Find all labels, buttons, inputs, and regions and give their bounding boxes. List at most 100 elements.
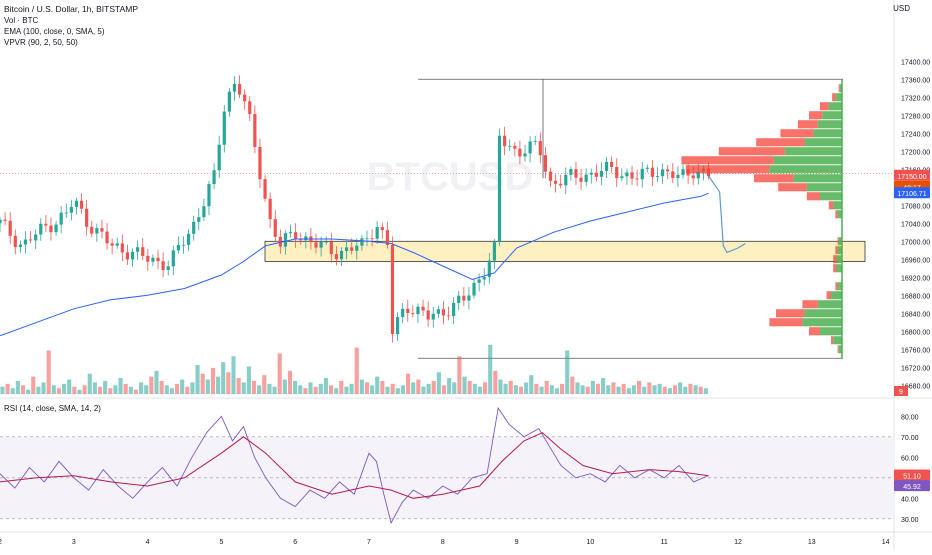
candle-body: [74, 200, 79, 207]
volume-bar: [549, 385, 554, 394]
volume-bar: [380, 380, 385, 394]
candle-body: [141, 247, 145, 256]
volume-bar: [375, 376, 380, 394]
candle-body: [436, 309, 440, 314]
volume-bar: [513, 385, 518, 394]
volume-bar: [15, 380, 20, 394]
volume-bar: [144, 385, 149, 394]
candle-body: [237, 83, 242, 95]
price-tick-label: 16800.00: [901, 329, 930, 336]
volume-bar: [626, 388, 631, 394]
candle-body: [299, 238, 303, 241]
candle-body: [523, 153, 527, 157]
candle-body: [186, 233, 191, 245]
candle-body: [146, 255, 150, 262]
candle-body: [85, 208, 89, 227]
volume-bar: [293, 380, 298, 394]
volume-bar: [123, 383, 128, 394]
volume-bar: [180, 379, 185, 394]
candle-body: [334, 254, 339, 260]
time-tick-label: 12: [734, 539, 742, 546]
candle-body: [258, 146, 262, 180]
volume-bar: [128, 386, 133, 394]
candle-body: [13, 235, 17, 248]
price-tick-label: 16680.00: [901, 383, 930, 390]
candle-body: [49, 225, 53, 233]
vpvr-down-bar: [754, 174, 794, 183]
volume-bar: [462, 376, 467, 394]
volume-bar: [31, 376, 36, 394]
candle-body: [640, 168, 644, 180]
candle-body: [625, 172, 629, 177]
vpvr-up-bar: [804, 309, 842, 318]
vpvr-up-bar: [804, 138, 842, 147]
candle-body: [421, 306, 425, 311]
volume-bar: [657, 383, 662, 394]
candle-body: [574, 169, 578, 178]
candle-body: [268, 198, 272, 220]
volume-value-badge: 9: [899, 389, 903, 396]
vpvr-down-bar: [833, 255, 837, 264]
vpvr-up-bar: [831, 291, 842, 300]
candle-body: [90, 226, 94, 234]
volume-bar: [416, 379, 421, 394]
candle-body: [533, 141, 537, 142]
vpvr-down-bar: [831, 336, 834, 345]
volume-bar: [149, 376, 154, 394]
vpvr-up-bar: [839, 84, 842, 93]
volume-bar: [560, 383, 565, 394]
volume-bar: [616, 386, 621, 394]
candle-body: [390, 244, 395, 335]
rsi-legend[interactable]: RSI (14, close, SMA, 14, 2): [4, 404, 101, 413]
volume-bar: [518, 386, 524, 394]
volume-legend[interactable]: Vol · BTC: [4, 16, 39, 25]
volume-bar: [565, 350, 570, 394]
candle-body: [599, 170, 604, 177]
volume-bar: [647, 382, 652, 394]
candle-body: [192, 221, 196, 234]
volume-bar: [400, 385, 405, 394]
projection-path: [708, 175, 746, 254]
price-tick-label: 17040.00: [901, 221, 930, 228]
price-tick-label: 17000.00: [901, 239, 930, 246]
vpvr-legend[interactable]: VPVR (90, 2, 50, 50): [4, 38, 78, 47]
chart-title[interactable]: Bitcoin / U.S. Dollar, 1h, BITSTAMP: [4, 4, 138, 14]
ema-line: [0, 192, 709, 337]
candle-body: [661, 169, 665, 177]
volume-bar: [159, 380, 164, 394]
candle-body: [263, 179, 267, 199]
rsi-tick-label: 70.00: [901, 435, 919, 442]
vpvr-up-bar: [813, 129, 842, 138]
vpvr-up-bar: [769, 165, 842, 174]
candle-body: [59, 212, 63, 225]
vpvr-down-bar: [838, 84, 840, 93]
support-zone: [264, 240, 866, 262]
candle-body: [23, 239, 28, 245]
volume-bar: [477, 386, 482, 394]
current-price-badge-bg: [894, 169, 930, 181]
vpvr-up-bar: [833, 201, 842, 210]
volume-bar: [277, 353, 282, 394]
candle-body: [370, 238, 374, 240]
volume-bar: [652, 385, 657, 394]
volume-bar: [493, 370, 498, 394]
ema-legend[interactable]: EMA (100, close, 0, SMA, 5): [4, 27, 105, 36]
candle-body: [513, 145, 517, 149]
volume-bar: [323, 378, 328, 394]
candle-body: [508, 145, 512, 147]
volume-bar: [590, 380, 595, 394]
candle-body: [227, 91, 231, 112]
candle-body: [64, 212, 68, 214]
candle-body: [584, 174, 588, 182]
volume-bar: [472, 383, 477, 394]
candle-body: [604, 161, 609, 171]
volume-bar: [231, 356, 236, 394]
volume-bar: [205, 379, 210, 394]
volume-bar: [349, 383, 354, 394]
candle-body: [477, 279, 481, 283]
vpvr-up-bar: [822, 111, 842, 120]
candle-body: [401, 308, 405, 318]
candle-body: [528, 141, 532, 154]
candle-body: [69, 206, 73, 213]
